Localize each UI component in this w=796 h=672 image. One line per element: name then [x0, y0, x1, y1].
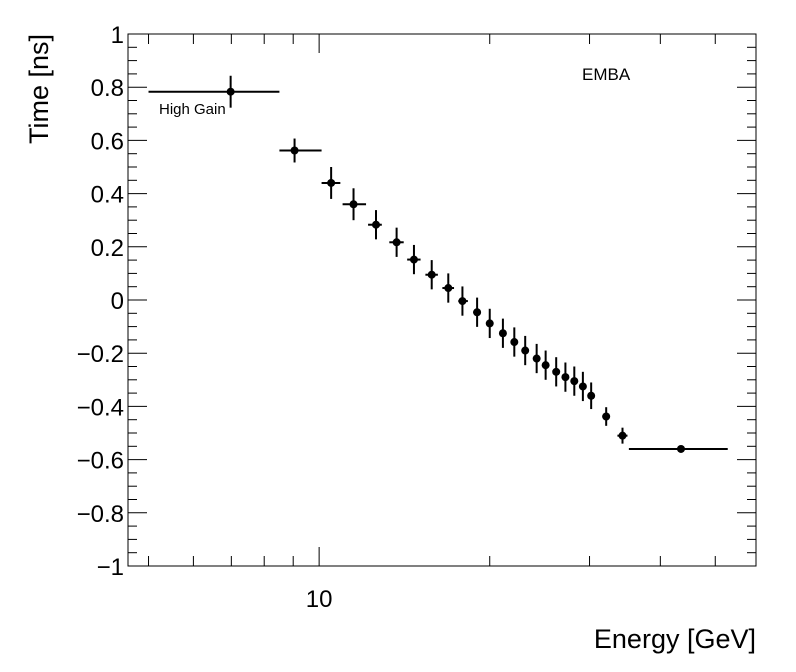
data-point	[473, 297, 482, 327]
data-point	[321, 167, 341, 199]
data-marker	[473, 308, 482, 317]
y-tick-label: −0.6	[77, 448, 124, 475]
data-marker	[458, 297, 467, 306]
data-marker	[552, 367, 561, 376]
x-axis-title: Energy [GeV]	[594, 624, 756, 654]
data-point	[458, 286, 468, 316]
data-marker	[372, 220, 381, 229]
data-point	[485, 308, 494, 339]
data-point	[552, 357, 561, 387]
data-point	[389, 227, 404, 257]
data-marker	[510, 338, 519, 347]
y-axis-title: Time [ns]	[24, 34, 54, 144]
data-point	[510, 327, 519, 357]
data-marker	[521, 346, 530, 355]
data-point	[602, 407, 611, 426]
data-marker	[327, 178, 336, 187]
y-tick-label: 0.6	[91, 128, 124, 155]
data-marker	[444, 284, 453, 293]
data-marker	[618, 431, 627, 440]
data-point	[628, 444, 728, 453]
x-axis-ticks	[148, 34, 716, 566]
data-series	[148, 75, 728, 453]
y-tick-label: 0	[111, 288, 124, 315]
data-marker	[349, 200, 358, 209]
data-marker	[290, 146, 299, 155]
data-point	[587, 382, 596, 410]
y-tick-label: 0.2	[91, 235, 124, 262]
data-marker	[561, 373, 570, 382]
detector-label: EMBA	[582, 65, 631, 84]
x-axis-tick-labels: 10	[306, 586, 333, 613]
y-axis-ticks	[128, 33, 756, 567]
y-tick-label: 1	[111, 22, 124, 49]
y-tick-label: 0.8	[91, 75, 124, 102]
data-marker	[587, 391, 596, 400]
data-marker	[570, 377, 579, 386]
data-marker	[409, 255, 418, 264]
data-marker	[578, 382, 587, 391]
data-point	[541, 350, 550, 380]
data-marker	[226, 87, 235, 96]
gain-label: High Gain	[159, 101, 226, 118]
data-point	[442, 273, 455, 303]
data-marker	[541, 361, 550, 370]
data-marker	[427, 270, 436, 279]
x-tick-label: 10	[306, 586, 333, 613]
data-point	[425, 260, 438, 290]
data-point	[342, 188, 367, 221]
y-tick-label: −0.2	[77, 341, 124, 368]
data-point	[532, 343, 541, 374]
data-marker	[392, 238, 401, 247]
y-axis-tick-labels: −1 −0.8 −0.6 −0.4 −0.2 0 0.2 0.4 0.6 0.8 1	[77, 22, 124, 581]
data-point	[279, 138, 322, 163]
y-tick-label: −0.8	[77, 501, 124, 528]
data-marker	[532, 354, 541, 363]
data-marker	[485, 319, 494, 328]
data-point	[368, 210, 382, 240]
data-point	[570, 366, 579, 396]
data-point	[561, 362, 570, 392]
y-tick-label: −1	[97, 554, 124, 581]
data-point	[578, 371, 587, 402]
data-marker	[498, 329, 507, 338]
data-point	[498, 318, 507, 348]
data-point	[148, 75, 280, 108]
y-tick-label: 0.4	[91, 182, 124, 209]
data-marker	[676, 444, 685, 453]
data-point	[617, 427, 628, 444]
y-tick-label: −0.4	[77, 394, 124, 421]
data-point	[521, 335, 530, 366]
data-marker	[602, 412, 611, 421]
data-point	[407, 244, 421, 275]
